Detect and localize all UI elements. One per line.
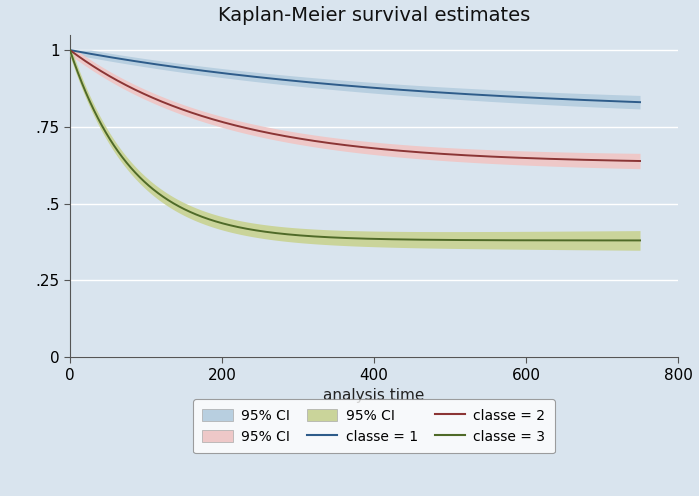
Legend: 95% CI, 95% CI, 95% CI, classe = 1, classe = 2, classe = 3: 95% CI, 95% CI, 95% CI, classe = 1, clas… [193, 399, 555, 453]
X-axis label: analysis time: analysis time [323, 388, 425, 403]
Title: Kaplan-Meier survival estimates: Kaplan-Meier survival estimates [218, 6, 530, 25]
